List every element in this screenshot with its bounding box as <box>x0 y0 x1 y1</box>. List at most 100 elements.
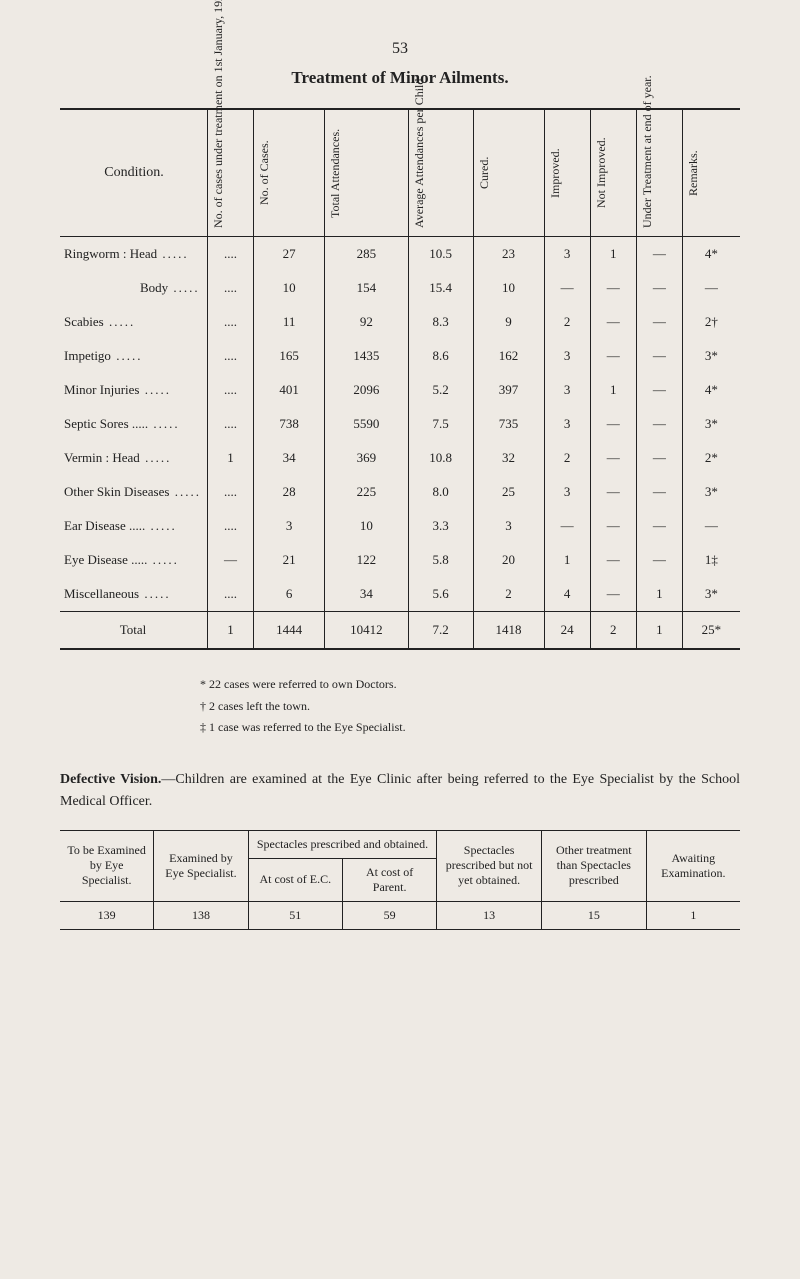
cell-condition: Impetigo ..... <box>60 339 208 373</box>
cell: 1 <box>636 612 682 650</box>
table-row: Eye Disease ..... .....—211225.8201——1‡ <box>60 543 740 577</box>
table-row: Scabies .........11928.392——2† <box>60 305 740 339</box>
cell: — <box>636 475 682 509</box>
cell: — <box>682 509 740 543</box>
cell: 10.5 <box>408 237 473 272</box>
cell: 122 <box>325 543 409 577</box>
cell: 401 <box>254 373 325 407</box>
cell: .... <box>208 339 254 373</box>
cell: 24 <box>544 612 590 650</box>
cell: 28 <box>254 475 325 509</box>
vcell: 13 <box>437 901 542 929</box>
cell: 8.0 <box>408 475 473 509</box>
cell: 8.6 <box>408 339 473 373</box>
cell: .... <box>208 577 254 612</box>
cell: .... <box>208 407 254 441</box>
cell: 2* <box>682 441 740 475</box>
col-cases-under-treatment: No. of cases under treatment on 1st Janu… <box>208 109 254 237</box>
col-under-treatment-end: Under Treatment at end of year. <box>636 109 682 237</box>
vision-table: To be Examined by Eye Specialist. Examin… <box>60 830 740 930</box>
cell: — <box>682 271 740 305</box>
cell: 3.3 <box>408 509 473 543</box>
cell: 2 <box>544 441 590 475</box>
cell: — <box>590 577 636 612</box>
cell: 162 <box>473 339 544 373</box>
cell: 369 <box>325 441 409 475</box>
footnote-dagger: † 2 cases left the town. <box>200 696 740 718</box>
cell: 2096 <box>325 373 409 407</box>
cell: 10 <box>325 509 409 543</box>
cell: — <box>208 543 254 577</box>
cell: — <box>636 271 682 305</box>
cell-condition: Minor Injuries ..... <box>60 373 208 407</box>
page-number: 53 <box>60 40 740 58</box>
table-row: Ear Disease ..... .........3103.33———— <box>60 509 740 543</box>
cell: 25 <box>473 475 544 509</box>
paragraph-lead: Defective Vision. <box>60 772 161 787</box>
cell: .... <box>208 237 254 272</box>
cell: 7.2 <box>408 612 473 650</box>
table-header-row: Condition. No. of cases under treatment … <box>60 109 740 237</box>
cell: 3 <box>254 509 325 543</box>
table-row: Vermin : Head .....13436910.8322——2* <box>60 441 740 475</box>
cell: 397 <box>473 373 544 407</box>
cell: 1418 <box>473 612 544 650</box>
vcell: 51 <box>248 901 342 929</box>
cell: 4* <box>682 237 740 272</box>
cell: .... <box>208 475 254 509</box>
vcell: 15 <box>541 901 646 929</box>
cell: 21 <box>254 543 325 577</box>
cell: — <box>636 339 682 373</box>
cell: 3 <box>544 475 590 509</box>
cell: .... <box>208 305 254 339</box>
table-row: Ringworm : Head .........2728510.52331—4… <box>60 237 740 272</box>
cell: 10412 <box>325 612 409 650</box>
cell: 1435 <box>325 339 409 373</box>
cell-condition: Scabies ..... <box>60 305 208 339</box>
cell: 7.5 <box>408 407 473 441</box>
cell: 5.8 <box>408 543 473 577</box>
vision-data-row: 139 138 51 59 13 15 1 <box>60 901 740 929</box>
cell: 738 <box>254 407 325 441</box>
vcell: 138 <box>154 901 248 929</box>
cell: — <box>590 509 636 543</box>
cell: 5.6 <box>408 577 473 612</box>
cell: 1 <box>590 237 636 272</box>
cell: .... <box>208 271 254 305</box>
vcol-to-be-examined: To be Examined by Eye Specialist. <box>60 830 154 901</box>
col-no-of-cases: No. of Cases. <box>254 109 325 237</box>
cell: 20 <box>473 543 544 577</box>
col-avg-attendances: Average Attendances per Child. <box>408 109 473 237</box>
cell: 27 <box>254 237 325 272</box>
cell: 2† <box>682 305 740 339</box>
cell: 6 <box>254 577 325 612</box>
cell: 1444 <box>254 612 325 650</box>
cell: — <box>590 407 636 441</box>
cell: — <box>590 339 636 373</box>
cell: — <box>636 373 682 407</box>
vcol-examined: Examined by Eye Specialist. <box>154 830 248 901</box>
defective-vision-paragraph: Defective Vision.—Children are examined … <box>60 769 740 814</box>
cell-condition: Vermin : Head ..... <box>60 441 208 475</box>
cell: 3 <box>473 509 544 543</box>
vcol-other-treatment: Other treatment than Spectacles prescrib… <box>541 830 646 901</box>
cell: .... <box>208 509 254 543</box>
cell: — <box>544 271 590 305</box>
cell: 1 <box>208 441 254 475</box>
cell: — <box>590 543 636 577</box>
cell: 3* <box>682 577 740 612</box>
cell: — <box>636 543 682 577</box>
vcol-not-obtained: Spectacles prescribed but not yet obtain… <box>437 830 542 901</box>
cell: 285 <box>325 237 409 272</box>
cell: — <box>544 509 590 543</box>
col-total-attendances: Total Attendances. <box>325 109 409 237</box>
table-row: Minor Injuries .........40120965.239731—… <box>60 373 740 407</box>
footnote-double-dagger: ‡ 1 case was referred to the Eye Special… <box>200 717 740 739</box>
cell: 11 <box>254 305 325 339</box>
table-row: Body .........1015415.410———— <box>60 271 740 305</box>
cell: 735 <box>473 407 544 441</box>
cell-condition: Ringworm : Head ..... <box>60 237 208 272</box>
cell: — <box>636 509 682 543</box>
table-row: Impetigo .........16514358.61623——3* <box>60 339 740 373</box>
cell: — <box>636 407 682 441</box>
